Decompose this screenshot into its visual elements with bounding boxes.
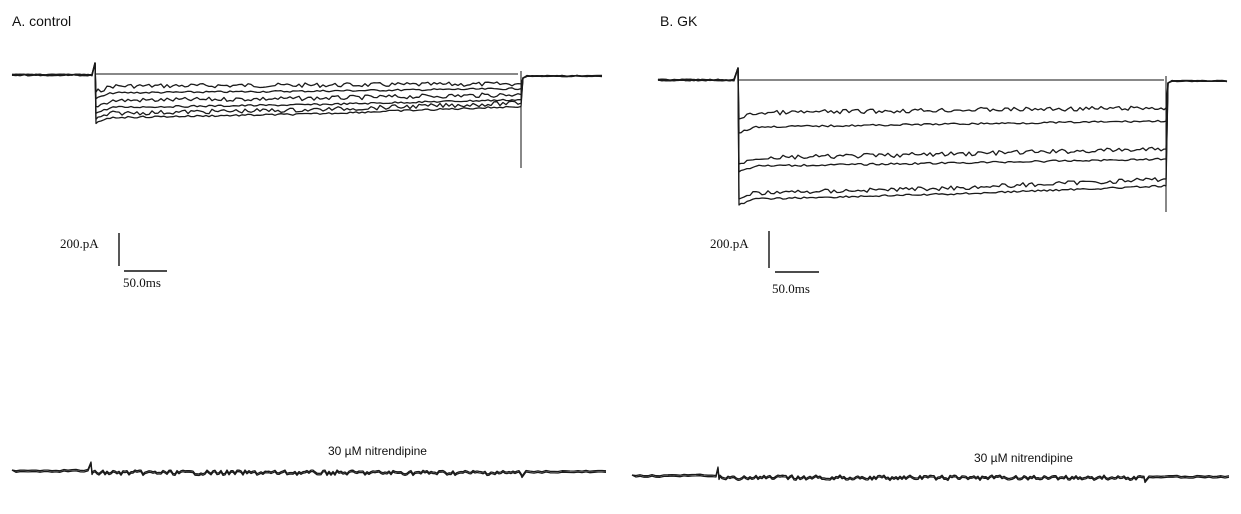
panel-a-current-trace	[11, 62, 603, 125]
panel-a-time-scale-label: 50.0ms	[123, 275, 161, 290]
panel-b-current-trace	[657, 67, 1228, 173]
panel-b-current-scale-label: 200.pA	[710, 236, 749, 251]
panel-a-current-trace	[11, 62, 603, 108]
panel-b-current-trace	[657, 67, 1227, 200]
panel-b-title: B. GK	[660, 13, 698, 29]
panel-a-drug-label: 30 µM nitrendipine	[328, 444, 427, 458]
panel-b-current-trace	[657, 67, 1228, 165]
panel-b-current-trace	[657, 67, 1228, 120]
panel-b-drug-label: 30 µM nitrendipine	[974, 451, 1073, 465]
panel-a-current-trace	[11, 62, 603, 120]
panel-a-current-trace	[11, 62, 603, 114]
panel-a-current-scale-label: 200.pA	[60, 236, 99, 251]
panel-b-current-trace	[657, 67, 1228, 206]
panel-a-nitrendipine-trace-overlay	[11, 462, 607, 479]
panel-a-current-trace	[11, 62, 602, 100]
panel-a-current-trace	[11, 62, 603, 93]
panel-b-nitrendipine-trace	[631, 466, 1230, 482]
panel-a-title: A. control	[12, 13, 72, 29]
panel-a-nitrendipine-trace	[11, 461, 607, 477]
panel-b-current-trace	[657, 67, 1228, 134]
panel-b-nitrendipine-trace-overlay	[631, 467, 1230, 484]
panel-b-time-scale-label: 50.0ms	[772, 281, 810, 296]
